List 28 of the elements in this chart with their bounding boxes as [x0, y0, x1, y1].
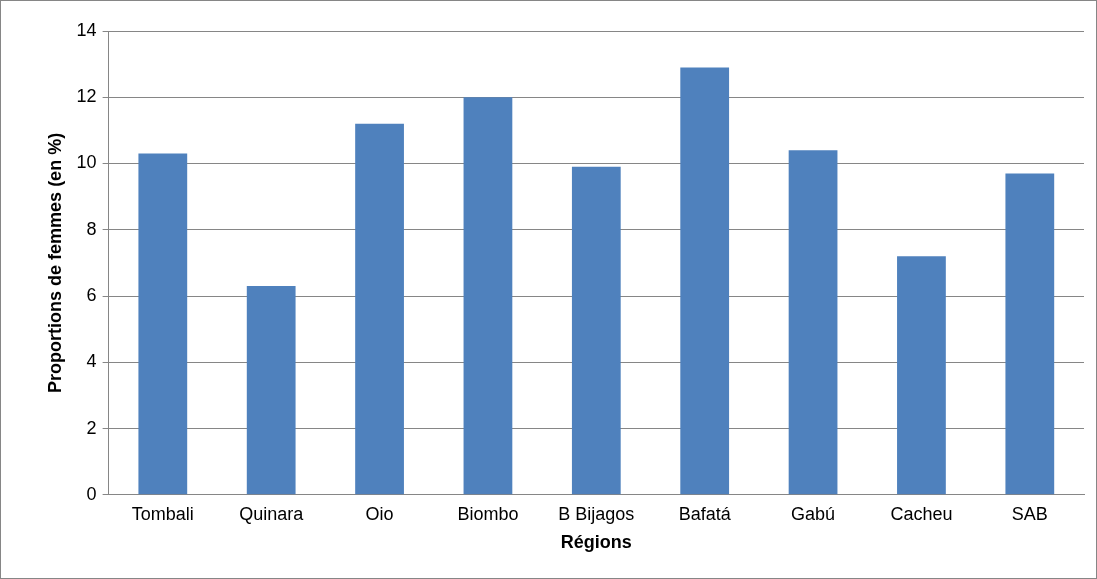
y-tick-label: 8	[86, 218, 97, 239]
y-axis-title: Proportions de femmes (en %)	[44, 132, 65, 393]
y-tick-label: 10	[76, 152, 97, 173]
bar	[138, 153, 188, 495]
bar	[571, 166, 621, 495]
x-tick-label: Tombali	[131, 503, 194, 524]
bar	[788, 150, 838, 495]
x-tick-label: Gabú	[791, 503, 836, 524]
y-tick-label: 6	[86, 285, 97, 305]
y-tick-label: 14	[76, 19, 97, 40]
bar	[246, 286, 296, 495]
x-tick-label: Biombo	[457, 503, 519, 524]
y-tick-label: 4	[86, 351, 97, 372]
bar	[355, 123, 404, 495]
bar	[1005, 173, 1055, 495]
bar	[463, 97, 513, 495]
bar	[897, 256, 946, 495]
x-tick-label: SAB	[1011, 503, 1048, 524]
y-tick-label: 12	[76, 86, 97, 107]
x-tick-label: Quinara	[239, 503, 305, 524]
x-axis-title: Régions	[560, 532, 632, 553]
x-tick-label: B Bijagos	[558, 503, 635, 524]
y-tick-label: 2	[86, 417, 97, 438]
x-tick-label: Bafatá	[678, 503, 732, 524]
y-tick-label: 0	[86, 483, 97, 504]
bar	[680, 67, 730, 495]
x-tick-label: Cacheu	[890, 503, 953, 524]
x-tick-label: Oio	[365, 503, 394, 524]
